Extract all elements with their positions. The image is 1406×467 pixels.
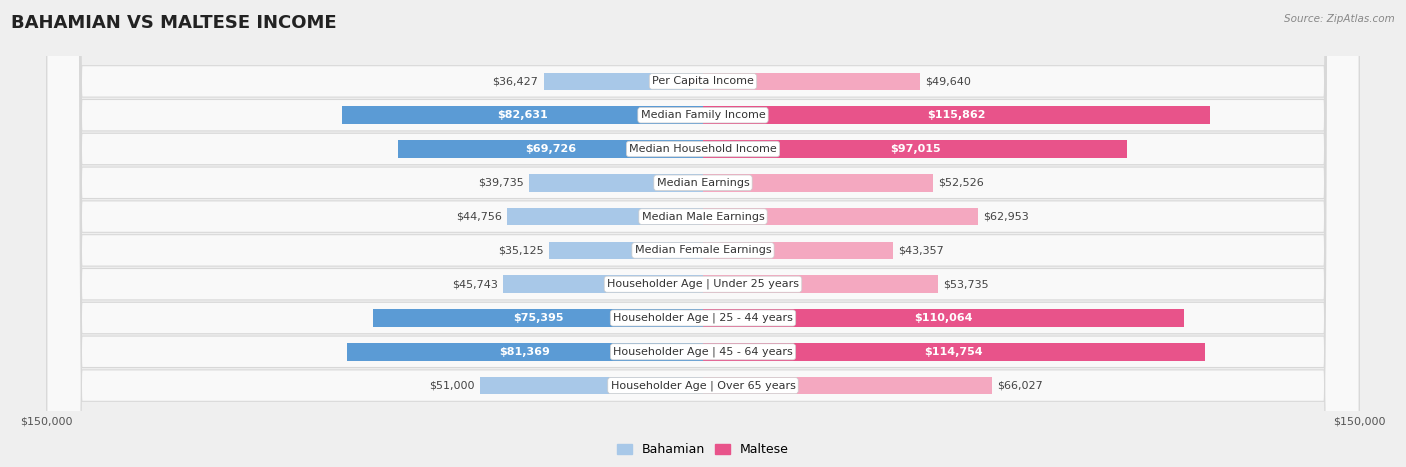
Text: $110,064: $110,064 [914,313,973,323]
Text: Median Male Earnings: Median Male Earnings [641,212,765,222]
Bar [373,309,703,327]
Text: $115,862: $115,862 [927,110,986,120]
Text: $45,743: $45,743 [451,279,498,289]
FancyBboxPatch shape [46,0,1360,467]
Text: Median Family Income: Median Family Income [641,110,765,120]
Bar [703,106,1209,124]
Text: $81,369: $81,369 [499,347,551,357]
Text: $43,357: $43,357 [898,245,943,255]
Bar [503,276,703,293]
Text: $82,631: $82,631 [496,110,548,120]
Bar [703,377,991,395]
Text: BAHAMIAN VS MALTESE INCOME: BAHAMIAN VS MALTESE INCOME [11,14,337,32]
FancyBboxPatch shape [46,0,1360,467]
Bar [703,309,1184,327]
Bar [479,377,703,395]
FancyBboxPatch shape [46,0,1360,467]
Bar [703,174,932,191]
Text: $44,756: $44,756 [456,212,502,222]
FancyBboxPatch shape [46,0,1360,467]
FancyBboxPatch shape [46,0,1360,467]
Bar [347,343,703,361]
Bar [508,208,703,226]
Bar [703,241,893,259]
Text: $49,640: $49,640 [925,77,972,86]
Text: $52,526: $52,526 [938,178,984,188]
Text: $39,735: $39,735 [478,178,524,188]
Bar [544,72,703,90]
Bar [703,72,920,90]
Legend: Bahamian, Maltese: Bahamian, Maltese [612,439,794,461]
Text: Householder Age | Under 25 years: Householder Age | Under 25 years [607,279,799,290]
Bar [703,140,1128,158]
FancyBboxPatch shape [46,0,1360,467]
Text: Median Earnings: Median Earnings [657,178,749,188]
FancyBboxPatch shape [46,0,1360,467]
Text: Householder Age | Over 65 years: Householder Age | Over 65 years [610,380,796,391]
Text: Median Household Income: Median Household Income [628,144,778,154]
Text: $75,395: $75,395 [513,313,564,323]
FancyBboxPatch shape [46,0,1360,467]
FancyBboxPatch shape [46,0,1360,467]
Text: Source: ZipAtlas.com: Source: ZipAtlas.com [1284,14,1395,24]
Text: $66,027: $66,027 [997,381,1043,390]
Text: Householder Age | 25 - 44 years: Householder Age | 25 - 44 years [613,313,793,323]
Text: $97,015: $97,015 [890,144,941,154]
Text: Per Capita Income: Per Capita Income [652,77,754,86]
Bar [398,140,703,158]
Bar [550,241,703,259]
Bar [342,106,703,124]
Bar [703,208,979,226]
Text: $35,125: $35,125 [499,245,544,255]
Bar [703,276,938,293]
Text: $53,735: $53,735 [943,279,988,289]
Text: $62,953: $62,953 [984,212,1029,222]
Text: Householder Age | 45 - 64 years: Householder Age | 45 - 64 years [613,347,793,357]
FancyBboxPatch shape [46,0,1360,467]
Bar [703,343,1205,361]
Text: $51,000: $51,000 [429,381,475,390]
Text: $36,427: $36,427 [492,77,538,86]
Text: $69,726: $69,726 [524,144,576,154]
Bar [529,174,703,191]
Text: $114,754: $114,754 [925,347,983,357]
Text: Median Female Earnings: Median Female Earnings [634,245,772,255]
